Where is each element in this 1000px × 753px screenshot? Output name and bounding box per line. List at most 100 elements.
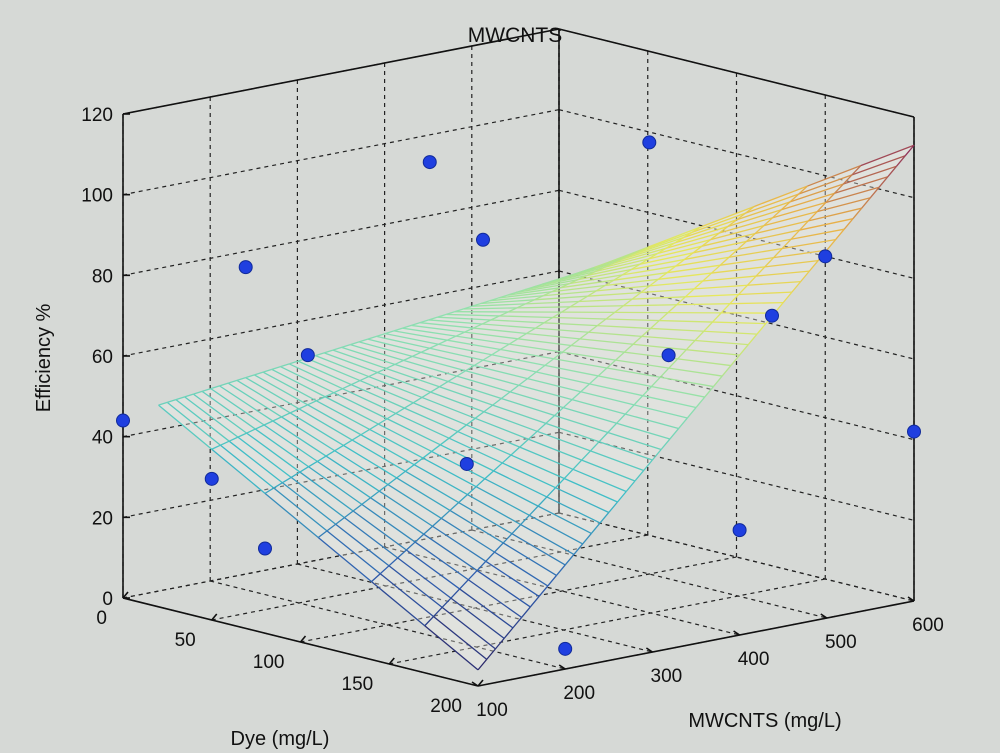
surface-mesh-line xyxy=(607,431,662,451)
surface-mesh-line xyxy=(371,573,381,583)
surface-patch xyxy=(465,365,528,386)
surface-mesh-line xyxy=(494,637,505,650)
surface-mesh-line xyxy=(439,386,493,406)
surface-mesh-line xyxy=(590,450,644,472)
surface-patch xyxy=(402,325,465,337)
surface-mesh-line xyxy=(440,517,495,553)
surface-mesh-line xyxy=(367,335,377,340)
surface-mesh-line xyxy=(773,248,783,259)
surface-mesh-line xyxy=(264,492,319,539)
surface-mesh-line xyxy=(405,464,415,472)
surface-mesh-line xyxy=(755,266,766,277)
surface-patch xyxy=(528,431,591,461)
surface-patch xyxy=(520,515,583,555)
surface-mesh-line xyxy=(474,411,485,419)
surface-patch xyxy=(370,491,433,535)
surface-mesh-line xyxy=(528,505,539,516)
surface-mesh-line xyxy=(616,422,671,440)
surface-mesh-line xyxy=(599,512,610,524)
surface-mesh-line xyxy=(529,514,583,545)
data-point xyxy=(204,471,219,486)
surface-patch xyxy=(668,358,731,377)
surface-mesh-line xyxy=(463,305,473,310)
surface-patch xyxy=(378,418,441,452)
surface-mesh-line xyxy=(413,464,468,496)
surface-mesh-line xyxy=(551,287,561,293)
surface-mesh-line xyxy=(393,330,448,341)
surface-patch xyxy=(415,534,478,580)
surface-patch xyxy=(344,511,407,558)
surface-mesh-line xyxy=(529,596,540,608)
surface-mesh-line xyxy=(492,404,547,425)
surface-mesh-line xyxy=(521,606,531,618)
surface-patch xyxy=(650,320,713,332)
surface-mesh-line xyxy=(290,471,301,478)
surface-mesh-line xyxy=(737,240,747,250)
surface-mesh-line xyxy=(343,444,398,479)
surface-mesh-line xyxy=(563,468,574,479)
surface-patch xyxy=(386,364,449,387)
surface-mesh-line xyxy=(799,218,854,231)
surface-patch xyxy=(422,451,485,487)
surface-patch xyxy=(467,486,530,525)
surface-mesh-line xyxy=(459,588,514,629)
surface-mesh-line xyxy=(420,351,475,367)
surface-mesh-line xyxy=(527,371,537,380)
surface-patch xyxy=(667,257,730,273)
surface-mesh-line xyxy=(494,551,549,587)
tick-mark xyxy=(645,647,653,653)
surface-mesh-line xyxy=(448,437,503,464)
surface-mesh-line xyxy=(596,318,607,327)
surface-mesh-line xyxy=(649,280,703,287)
surface-patch xyxy=(474,360,537,379)
surface-mesh-line xyxy=(455,335,510,345)
surface-mesh-line xyxy=(625,413,679,430)
surface-patch xyxy=(421,392,484,419)
surface-mesh-line xyxy=(475,478,486,488)
surface-mesh-line xyxy=(378,484,389,492)
surface-mesh-line xyxy=(648,252,658,260)
surface-mesh-line xyxy=(546,487,557,498)
surface-patch xyxy=(387,413,450,445)
surface-mesh-line xyxy=(641,335,696,342)
surface-mesh-line xyxy=(280,363,290,368)
surface-patch xyxy=(685,285,748,297)
surface-mesh-line xyxy=(657,272,668,280)
surface-mesh-line xyxy=(325,455,380,492)
surface-patch xyxy=(442,598,505,649)
surface-mesh-line xyxy=(534,322,545,329)
surface-patch xyxy=(596,279,659,291)
surface-mesh-line xyxy=(323,352,378,374)
grid-line xyxy=(122,431,560,518)
surface-mesh-line xyxy=(396,470,406,479)
surface-patch xyxy=(510,385,573,408)
surface-mesh-line xyxy=(623,343,634,353)
surface-patch xyxy=(369,424,432,459)
surface-mesh-line xyxy=(597,367,608,377)
surface-mesh-line xyxy=(878,176,889,188)
fitted-surface xyxy=(158,144,915,671)
surface-patch xyxy=(476,478,539,516)
surface-mesh-line xyxy=(431,450,486,480)
surface-mesh-line xyxy=(210,388,265,426)
surface-patch xyxy=(808,197,871,221)
surface-patch xyxy=(273,482,336,531)
surface-mesh-line xyxy=(316,396,326,402)
grid-line xyxy=(558,431,915,521)
surface-patch xyxy=(343,440,406,478)
surface-mesh-line xyxy=(433,616,488,660)
surface-mesh-line xyxy=(747,280,801,286)
surface-mesh-line xyxy=(542,291,553,297)
x-tick-label: 50 xyxy=(175,630,196,651)
surface-mesh-line xyxy=(447,339,501,351)
surface-mesh-line xyxy=(665,232,720,249)
surface-mesh-line xyxy=(561,306,571,313)
surface-mesh-line xyxy=(485,560,540,597)
surface-patch xyxy=(684,241,747,260)
surface-mesh-line xyxy=(403,355,413,361)
surface-mesh-line xyxy=(712,312,722,323)
surface-patch xyxy=(315,352,378,377)
surface-mesh-line xyxy=(710,232,720,241)
surface-mesh-line xyxy=(577,268,632,281)
axis-line xyxy=(122,28,560,115)
